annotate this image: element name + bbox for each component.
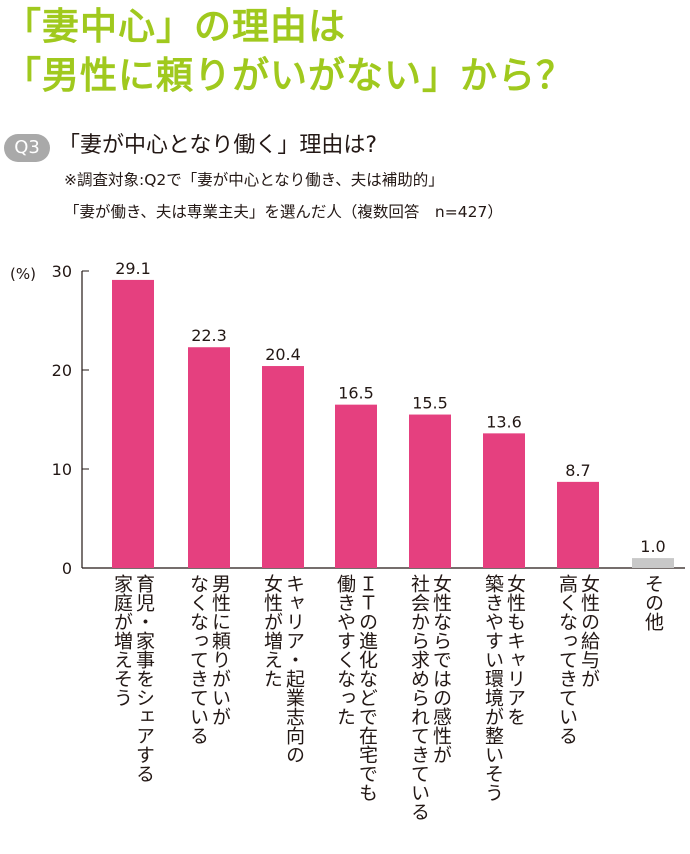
bar-2 bbox=[188, 347, 230, 568]
question-text: 「妻が中心となり働く」理由は? bbox=[58, 133, 378, 158]
category-label-2-line-1: 男性に頼りがいが bbox=[209, 574, 231, 726]
category-label-5-line-1: 女性ならではの感性が bbox=[430, 574, 452, 764]
headline-line-1: 「妻中心」の理由は bbox=[4, 5, 346, 48]
category-label-6-line-2: 築きやすい環境が整いそう bbox=[482, 574, 504, 802]
y-tick-label-20: 20 bbox=[52, 361, 72, 380]
headline-line-2: 「男性に頼りがいがない」から？ bbox=[4, 54, 574, 97]
bar-7 bbox=[557, 481, 599, 568]
category-label-1-line-1: 育児・家事をシェアする bbox=[133, 574, 155, 783]
category-label-8: その他 bbox=[642, 574, 664, 631]
data-label-7: 8.7 bbox=[565, 461, 590, 480]
data-label-5: 15.5 bbox=[412, 394, 448, 413]
category-label-2-line-2: なくなってきている bbox=[187, 574, 209, 745]
category-label-6-line-1: 女性もキャリアを bbox=[504, 574, 526, 726]
bar-3 bbox=[262, 366, 304, 568]
y-tick-label-0: 0 bbox=[62, 559, 72, 578]
category-label-7-line-2: 高くなってきている bbox=[556, 574, 578, 745]
data-label-1: 29.1 bbox=[115, 259, 151, 278]
question-badge: Q3 bbox=[4, 134, 50, 162]
category-label-4-line-2: 働きやすくなった bbox=[334, 574, 356, 726]
survey-note-line-1: ※調査対象:Q2で「妻が中心となり働き、夫は補助的」 bbox=[64, 171, 444, 189]
bar-4 bbox=[335, 404, 377, 568]
category-label-3-line-2: 女性が増えた bbox=[261, 574, 283, 688]
bar-6 bbox=[483, 433, 525, 568]
survey-note-line-2: 「妻が働き、夫は専業主夫」を選んだ人（複数回答 n=427） bbox=[64, 203, 503, 221]
bar-1 bbox=[112, 279, 154, 568]
category-label-3-line-1: キャリア・起業志向の bbox=[283, 574, 305, 764]
category-label-5-line-2: 社会から求められてきている bbox=[408, 574, 430, 821]
category-label-1-line-2: 家庭が増えそう bbox=[111, 574, 133, 707]
data-label-6: 13.6 bbox=[486, 412, 522, 431]
bar-5 bbox=[409, 414, 451, 568]
category-label-8-line-1: その他 bbox=[642, 574, 664, 631]
category-label-7-line-1: 女性の給与が bbox=[578, 574, 600, 688]
data-label-4: 16.5 bbox=[338, 384, 374, 403]
y-unit-label: (%) bbox=[10, 265, 36, 283]
data-label-3: 20.4 bbox=[265, 345, 301, 364]
data-label-8: 1.0 bbox=[640, 537, 665, 556]
y-tick-label-30: 30 bbox=[52, 262, 72, 281]
headline: 「妻中心」の理由は 「男性に頼りがいがない」から？ bbox=[4, 2, 688, 100]
data-label-2: 22.3 bbox=[191, 326, 227, 345]
y-tick-label-10: 10 bbox=[52, 460, 72, 479]
category-label-4-line-1: ＩＴの進化などで在宅でも bbox=[356, 574, 378, 802]
bar-8 bbox=[632, 558, 674, 568]
